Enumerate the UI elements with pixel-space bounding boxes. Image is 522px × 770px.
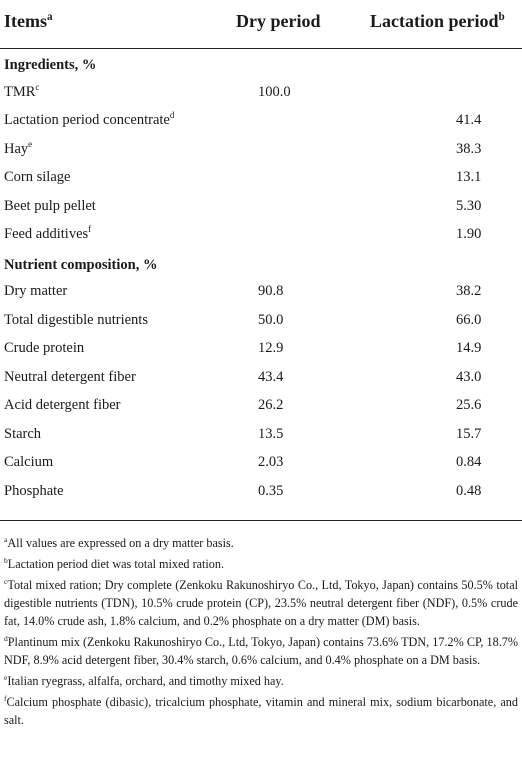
- lactation-period-value: 15.7: [456, 425, 482, 442]
- footnote-mark: e: [4, 672, 8, 682]
- section-ingredients: Ingredients, %: [0, 49, 522, 78]
- header-lactation-period: Lactation periodb: [370, 11, 505, 31]
- row-item-name: Lactation period concentrated: [4, 110, 175, 128]
- table-row: Lactation period concentrated 41.4: [0, 106, 522, 135]
- dry-period-value: 12.9: [258, 340, 284, 356]
- footnote: eItalian ryegrass, alfalfa, orchard, and…: [4, 672, 518, 690]
- table-row: Neutral detergent fiber 43.4 43.0: [0, 363, 522, 392]
- lactation-period-value: 25.6: [456, 397, 482, 413]
- row-item-name: Beet pulp pellet: [4, 197, 96, 214]
- lactation-period-value: 13.1: [456, 169, 482, 185]
- footnote-mark: b: [4, 555, 8, 565]
- footnote: aAll values are expressed on a dry matte…: [4, 534, 518, 552]
- footnote-text: Lactation period diet was total mixed ra…: [7, 557, 225, 571]
- footnote-mark: d: [4, 633, 8, 643]
- table-header-row: Itemsa Dry period Lactation periodb: [0, 0, 522, 49]
- header-dry-period: Dry period: [236, 11, 321, 31]
- table-row: Corn silage 13.1: [0, 163, 522, 192]
- header-lactation-footnote-mark: b: [498, 11, 505, 23]
- footnote: fCalcium phosphate (dibasic), tricalcium…: [4, 693, 518, 729]
- footnote-text: Total mixed ration; Dry complete (Zenkok…: [4, 578, 518, 628]
- footnote-mark: d: [169, 110, 175, 121]
- row-item-name: Corn silage: [4, 169, 71, 185]
- section-nutrients: Nutrient composition, %: [0, 249, 522, 278]
- diet-composition-table: Itemsa Dry period Lactation periodb Ingr…: [0, 0, 522, 506]
- lactation-period-value: 38.2: [456, 283, 482, 299]
- lactation-period-value: 0.48: [456, 482, 482, 499]
- lactation-period-value: 1.90: [456, 226, 482, 242]
- footnote-mark: c: [4, 576, 8, 586]
- footnote-text: Calcium phosphate (dibasic), tricalcium …: [4, 695, 518, 727]
- row-item-name: Crude protein: [4, 340, 85, 356]
- footnote-mark: f: [4, 693, 7, 703]
- dry-period-value: 100.0: [258, 83, 291, 100]
- footnote: dPlantinum mix (Zenkoku Rakunoshiryo Co.…: [4, 633, 518, 669]
- table-row: Total digestible nutrients 50.0 66.0: [0, 306, 522, 335]
- table-row: Starch 13.5 15.7: [0, 420, 522, 449]
- table-row: Crude protein 12.9 14.9: [0, 334, 522, 363]
- table-row: Calcium 2.03 0.84: [0, 448, 522, 477]
- dry-period-value: 26.2: [258, 397, 284, 413]
- header-items-footnote-mark: a: [47, 11, 53, 23]
- lactation-period-value: 43.0: [456, 368, 482, 385]
- footnote-mark: f: [88, 224, 92, 235]
- footnote-mark: c: [35, 81, 40, 92]
- lactation-period-value: 66.0: [456, 311, 482, 328]
- footnote: bLactation period diet was total mixed r…: [4, 555, 518, 573]
- lactation-period-value: 5.30: [456, 197, 482, 214]
- lactation-period-value: 0.84: [456, 454, 482, 470]
- section-title: Ingredients, %: [4, 57, 97, 73]
- footnote-mark: e: [28, 138, 33, 149]
- table-row: TMRc 100.0: [0, 78, 522, 107]
- dry-period-value: 43.4: [258, 368, 284, 385]
- table-row: Phosphate 0.35 0.48: [0, 477, 522, 506]
- dry-period-value: 2.03: [258, 454, 284, 470]
- table-row: Haye 38.3: [0, 135, 522, 164]
- dry-period-value: 13.5: [258, 425, 284, 442]
- row-item-name: Total digestible nutrients: [4, 311, 148, 328]
- footnote-text: Plantinum mix (Zenkoku Rakunoshiryo Co.,…: [4, 635, 518, 667]
- lactation-period-value: 38.3: [456, 140, 482, 157]
- footnote-mark: a: [4, 534, 8, 544]
- row-item-name: Acid detergent fiber: [4, 397, 121, 413]
- row-item-name: Dry matter: [4, 283, 68, 299]
- dry-period-value: 50.0: [258, 311, 284, 328]
- row-item-name: Neutral detergent fiber: [4, 368, 136, 385]
- footnote-text: All values are expressed on a dry matter…: [7, 536, 234, 550]
- row-item-name: Haye: [4, 138, 33, 157]
- footnote: cTotal mixed ration; Dry complete (Zenko…: [4, 576, 518, 630]
- table-row: Dry matter 90.8 38.2: [0, 277, 522, 306]
- lactation-period-value: 14.9: [456, 340, 482, 356]
- header-items: Itemsa: [4, 11, 53, 31]
- table-row: Beet pulp pellet 5.30: [0, 192, 522, 221]
- dry-period-value: 90.8: [258, 283, 284, 299]
- lactation-period-value: 41.4: [456, 112, 482, 128]
- row-item-name: Phosphate: [4, 482, 64, 499]
- row-item-name: Calcium: [4, 454, 54, 470]
- table-row: Acid detergent fiber 26.2 25.6: [0, 391, 522, 420]
- row-item-name: Starch: [4, 425, 42, 442]
- footnote-text: Italian ryegrass, alfalfa, orchard, and …: [7, 674, 284, 688]
- row-item-name: Feed additivesf: [4, 224, 92, 242]
- footnotes: aAll values are expressed on a dry matte…: [4, 534, 518, 732]
- dry-period-value: 0.35: [258, 482, 284, 499]
- table-bottom-rule: [0, 520, 522, 521]
- section-title: Nutrient composition, %: [4, 256, 158, 273]
- table-row: Feed additivesf 1.90: [0, 220, 522, 249]
- row-item-name: TMRc: [4, 81, 40, 100]
